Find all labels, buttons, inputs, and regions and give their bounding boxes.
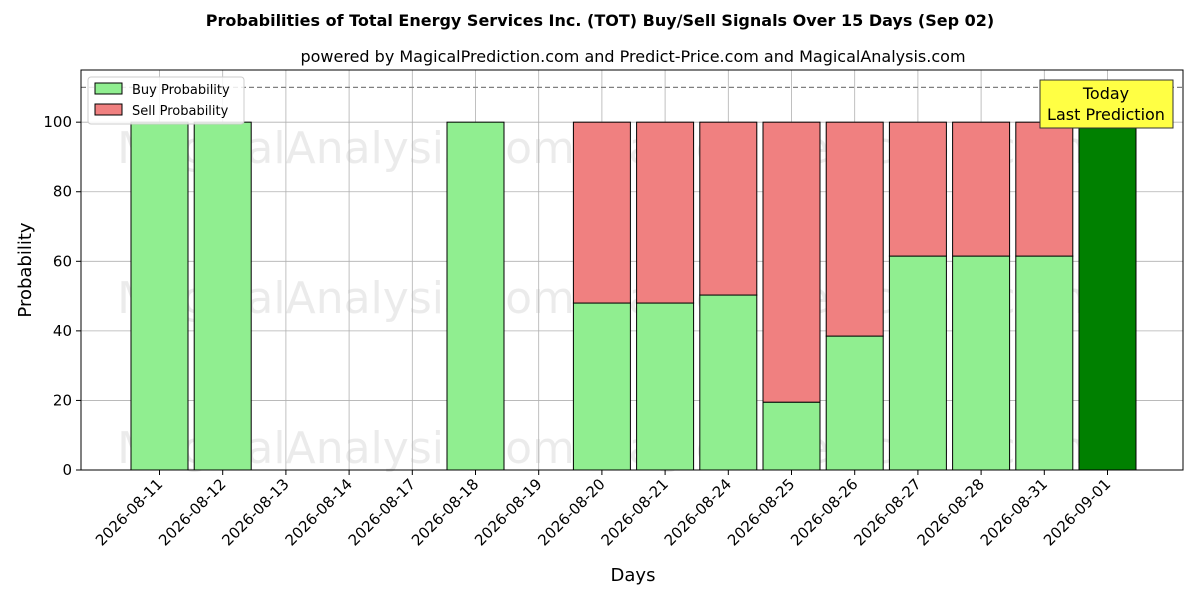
x-tick-label: 2026-08-25: [724, 475, 798, 549]
x-tick-label: 2026-08-11: [92, 475, 166, 549]
y-tick-label: 80: [53, 183, 72, 201]
today-bar: [1078, 121, 1137, 471]
x-tick-label: 2026-08-21: [598, 475, 672, 549]
last-prediction-label: Last Prediction: [1047, 105, 1165, 124]
plot-frame: [80, 69, 1184, 471]
chart-subtitle: powered by MagicalPrediction.com and Pre…: [300, 47, 965, 66]
y-axis-label: Probability: [15, 222, 36, 317]
x-axis-label: Days: [611, 565, 656, 586]
buy-bar: [572, 302, 631, 471]
x-tick-label: 2026-08-17: [345, 475, 419, 549]
buy-bar: [446, 121, 505, 471]
legend-buy-label: Buy Probability: [132, 83, 230, 98]
x-tick-label: 2026-08-27: [850, 475, 924, 549]
x-tick-label: 2026-08-19: [471, 475, 545, 549]
today-label: Today: [1082, 84, 1129, 103]
x-tick-label: 2026-08-26: [787, 475, 861, 549]
buy-bar: [636, 302, 695, 471]
today-annotation: Today Last Prediction: [1039, 79, 1174, 129]
x-tick-label: 2026-08-14: [282, 475, 356, 549]
x-tick-label: 2026-08-28: [914, 475, 988, 549]
sell-bar: [572, 121, 631, 304]
x-tick-label: 2026-08-24: [661, 475, 735, 549]
sell-bar: [699, 121, 758, 296]
x-tick-label: 2026-08-31: [977, 475, 1051, 549]
x-tick-label: 2026-08-20: [534, 475, 608, 549]
buy-bar: [888, 255, 947, 471]
y-tick-label: 100: [43, 113, 72, 131]
today-box: [1039, 79, 1174, 129]
legend-box: [87, 76, 245, 125]
y-tick-label: 60: [53, 252, 72, 270]
y-tick-label: 0: [62, 461, 72, 479]
x-axis-ticks: 2026-08-112026-08-122026-08-132026-08-14…: [92, 470, 1114, 549]
legend-buy-swatch: [94, 82, 123, 95]
x-tick-label: 2026-08-13: [218, 475, 292, 549]
chart-title: Probabilities of Total Energy Services I…: [206, 11, 994, 30]
buy-bar: [762, 401, 821, 471]
y-tick-label: 20: [53, 391, 72, 409]
buy-bar: [193, 121, 252, 471]
buy-bar: [699, 294, 758, 471]
buy-bar: [952, 255, 1011, 471]
sell-bar: [1015, 121, 1074, 257]
x-tick-label: 2026-08-18: [408, 475, 482, 549]
legend-sell-swatch: [94, 103, 123, 116]
buy-bar: [130, 121, 189, 471]
x-tick-label: 2026-09-01: [1040, 475, 1114, 549]
sell-bar: [952, 121, 1011, 257]
sell-bar: [888, 121, 947, 257]
buy-bar: [825, 335, 884, 471]
bars: [130, 121, 1137, 471]
sell-bar: [825, 121, 884, 337]
legend: Buy Probability Sell Probability: [87, 76, 245, 125]
sell-bar: [762, 121, 821, 403]
y-axis-ticks: 0 20 40 60 80 100: [43, 113, 81, 479]
x-tick-label: 2026-08-12: [155, 475, 229, 549]
legend-sell-label: Sell Probability: [132, 104, 229, 119]
buy-bar: [1015, 255, 1074, 471]
y-tick-label: 40: [53, 322, 72, 340]
sell-bar: [636, 121, 695, 304]
